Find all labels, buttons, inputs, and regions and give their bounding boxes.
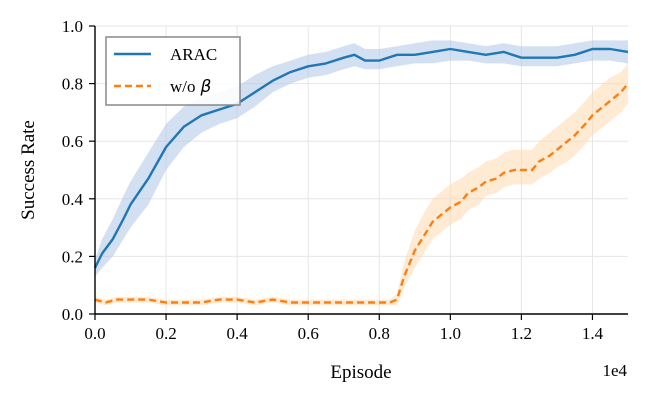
- arac-series-line: [93, 47, 629, 269]
- legend: ARAC w/o β: [105, 36, 241, 106]
- x-tick-label: 1.2: [511, 324, 532, 343]
- tick-layer: 0.0 0.2 0.4 0.6 0.8 1.0 1.2 1.4 0.0 0.2 0.4 0.6 0.8 1…: [62, 17, 604, 343]
- x-tick-label: 0.4: [227, 324, 249, 343]
- x-tick-label: 0.2: [155, 324, 176, 343]
- y-axis-title: Success Rate: [18, 120, 39, 220]
- legend-wo-beta-label: w/o β: [170, 77, 212, 97]
- x-axis-offset-label: 1e4: [602, 361, 627, 380]
- y-tick-label: 0.8: [62, 75, 83, 94]
- x-tick-label: 1.4: [582, 324, 604, 343]
- legend-beta-symbol: β: [200, 77, 212, 97]
- legend-wo-beta-text: w/o: [170, 77, 196, 96]
- x-tick-label: 0.6: [298, 324, 319, 343]
- x-axis-title: Episode: [330, 362, 391, 383]
- legend-frame: [105, 36, 241, 106]
- w-o-beta-series-line: [94, 82, 629, 304]
- x-tick-label: 0.0: [84, 324, 105, 343]
- y-tick-label: 0.6: [62, 132, 83, 151]
- x-tick-label: 0.8: [369, 324, 390, 343]
- line-layer: [93, 47, 629, 304]
- w-o-beta-confidence-band: [95, 63, 628, 306]
- x-tick-label: 1.0: [440, 324, 461, 343]
- y-tick-label: 0.0: [62, 305, 83, 324]
- y-tick-label: 0.2: [62, 247, 83, 266]
- y-tick-label: 0.4: [62, 190, 84, 209]
- legend-arac-label: ARAC: [170, 45, 217, 64]
- y-tick-label: 1.0: [62, 17, 83, 36]
